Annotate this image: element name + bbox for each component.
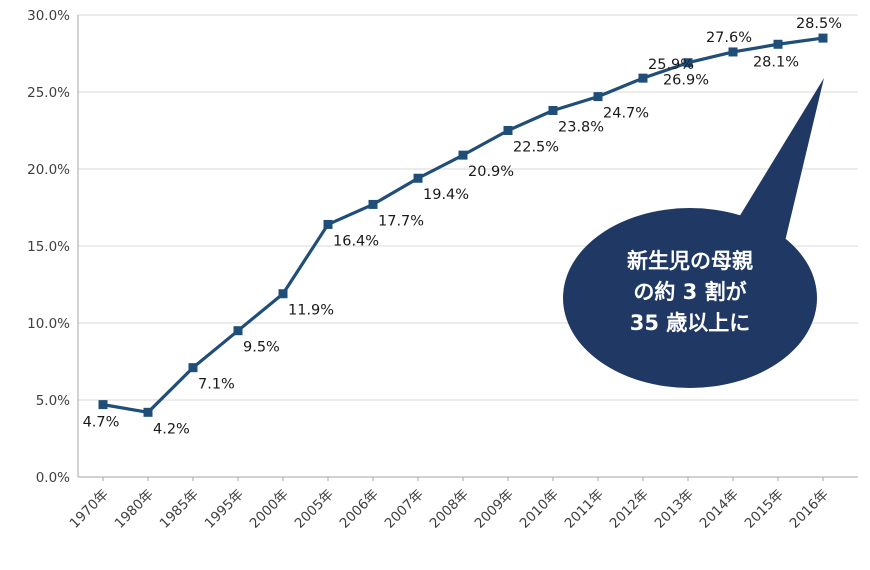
y-tick-label: 0.0% (36, 470, 70, 486)
x-tick-label: 2005年 (292, 487, 337, 532)
data-point (368, 199, 378, 209)
data-label: 28.1% (753, 54, 799, 70)
x-tick-label: 2006年 (337, 487, 382, 532)
x-tick-label: 2011年 (562, 487, 607, 532)
x-tick-label: 2010年 (517, 487, 562, 532)
data-label: 11.9% (288, 303, 334, 319)
data-point (638, 73, 648, 83)
speech-bubble-text: 新生児の母親 (627, 249, 753, 273)
data-label: 27.6% (706, 30, 752, 46)
data-point (773, 39, 783, 49)
data-point (503, 126, 513, 135)
data-label: 28.5% (796, 16, 842, 32)
data-point (188, 363, 198, 373)
y-tick-label: 25.0% (27, 85, 70, 101)
x-tick-label: 2000年 (247, 487, 292, 532)
data-point (728, 47, 738, 57)
data-label: 20.9% (468, 164, 514, 180)
data-label: 7.1% (198, 377, 235, 393)
x-tick-label: 2015年 (742, 487, 787, 532)
x-tick-label: 2012年 (607, 487, 652, 532)
data-point (548, 105, 558, 115)
data-point (323, 219, 333, 229)
data-label: 9.5% (243, 340, 280, 356)
y-tick-label: 30.0% (27, 8, 70, 24)
data-point (818, 33, 828, 43)
x-tick-label: 1970年 (67, 487, 112, 532)
y-tick-label: 15.0% (27, 239, 70, 255)
data-point (233, 326, 243, 336)
data-label: 24.7% (603, 106, 649, 122)
x-tick-label: 2014年 (697, 487, 742, 532)
data-point (98, 400, 108, 410)
speech-bubble-text: 35 歳以上に (630, 311, 751, 335)
data-label: 4.2% (153, 421, 190, 437)
data-point (413, 173, 423, 183)
x-tick-label: 2016年 (787, 487, 832, 532)
x-tick-label: 1980年 (112, 487, 157, 532)
speech-bubble (563, 208, 817, 388)
x-tick-label: 2009年 (472, 487, 517, 532)
data-label: 17.7% (378, 213, 424, 229)
speech-bubble-text: の約 3 割が (633, 280, 746, 304)
data-point (278, 289, 288, 299)
data-point (458, 150, 468, 160)
data-label: 4.7% (83, 415, 120, 431)
data-label: 23.8% (558, 119, 604, 135)
speech-bubble-tail (736, 78, 824, 254)
data-label: 19.4% (423, 187, 469, 203)
data-point (593, 92, 603, 102)
y-tick-label: 20.0% (27, 162, 70, 178)
data-label: 16.4% (333, 233, 379, 249)
data-point (683, 58, 693, 68)
data-label: 26.9% (663, 73, 709, 89)
data-label: 22.5% (513, 140, 559, 156)
x-tick-label: 1995年 (202, 487, 247, 532)
y-tick-label: 5.0% (36, 393, 70, 409)
y-tick-label: 10.0% (27, 316, 70, 332)
x-tick-label: 2007年 (382, 487, 427, 532)
data-label: 25.9% (648, 57, 694, 73)
x-tick-label: 2013年 (652, 487, 697, 532)
x-tick-label: 1985年 (157, 487, 202, 532)
x-tick-label: 2008年 (427, 487, 472, 532)
data-point (143, 407, 153, 417)
